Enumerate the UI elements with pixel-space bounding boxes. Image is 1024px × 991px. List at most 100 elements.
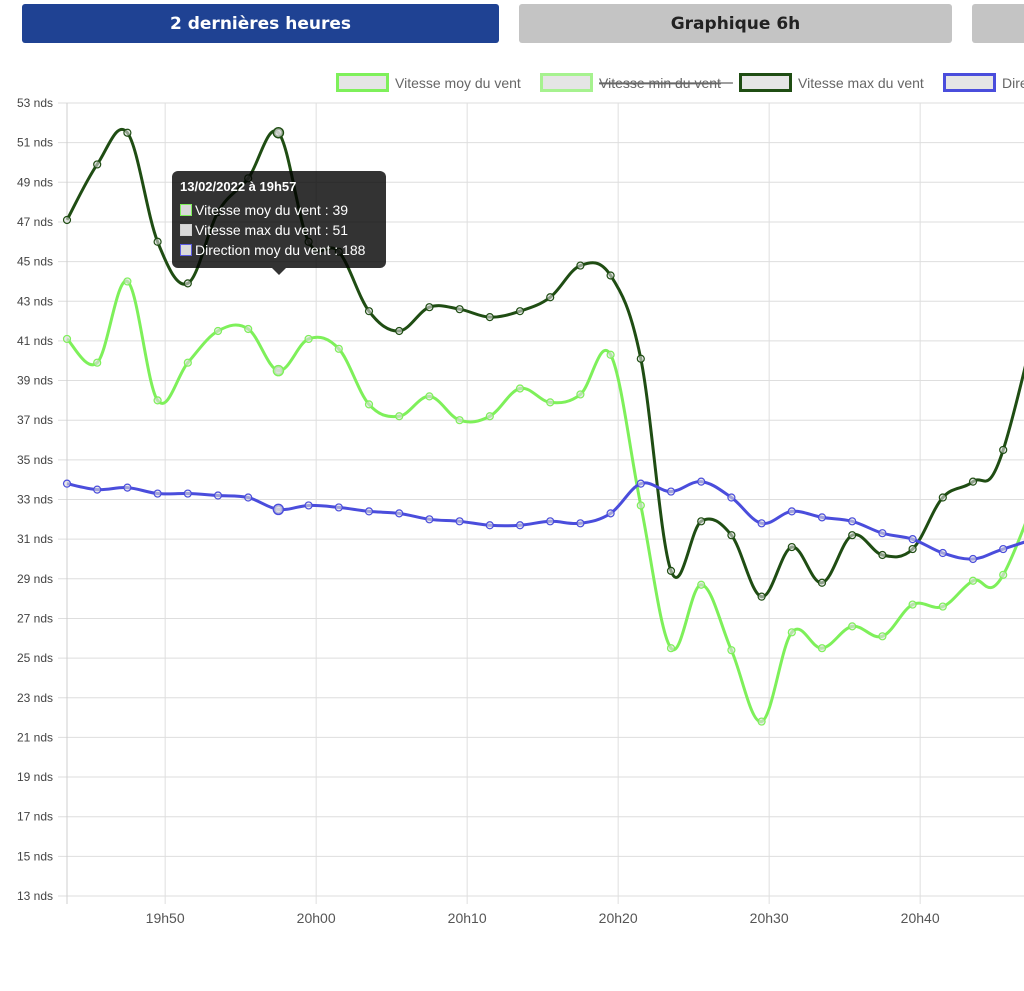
- data-point[interactable]: [515, 384, 525, 393]
- data-point[interactable]: [153, 489, 162, 498]
- data-point-highlight[interactable]: [272, 126, 285, 139]
- data-point[interactable]: [697, 477, 706, 486]
- data-point[interactable]: [757, 519, 766, 528]
- data-point[interactable]: [878, 632, 887, 641]
- data-point[interactable]: [576, 390, 585, 399]
- data-point[interactable]: [576, 261, 585, 270]
- data-point[interactable]: [576, 519, 585, 528]
- legend-item[interactable]: Vitesse max du vent: [739, 73, 924, 92]
- data-point[interactable]: [817, 644, 827, 653]
- data-point[interactable]: [938, 602, 947, 611]
- data-point[interactable]: [908, 544, 917, 554]
- data-point[interactable]: [999, 570, 1008, 579]
- data-point[interactable]: [999, 445, 1008, 455]
- data-point[interactable]: [304, 501, 313, 510]
- data-point[interactable]: [848, 622, 857, 631]
- data-point[interactable]: [425, 303, 434, 312]
- data-point[interactable]: [606, 509, 615, 518]
- data-point[interactable]: [757, 592, 766, 601]
- data-point[interactable]: [425, 515, 434, 524]
- data-point[interactable]: [93, 485, 102, 494]
- data-point[interactable]: [395, 509, 404, 518]
- data-point[interactable]: [546, 398, 555, 407]
- data-point[interactable]: [153, 237, 162, 246]
- data-point-highlight[interactable]: [272, 503, 285, 516]
- data-point[interactable]: [999, 544, 1008, 554]
- legend-item[interactable]: Vitesse moy du vent: [336, 73, 521, 92]
- data-point[interactable]: [62, 479, 72, 488]
- data-point[interactable]: [938, 548, 947, 558]
- data-point[interactable]: [666, 566, 676, 575]
- legend-item[interactable]: Direction moy du vent: [943, 73, 1024, 92]
- data-point[interactable]: [908, 600, 917, 609]
- data-point[interactable]: [636, 354, 645, 363]
- data-point[interactable]: [213, 326, 223, 336]
- data-point[interactable]: [636, 479, 645, 488]
- data-point[interactable]: [817, 578, 827, 587]
- tab-6h-chart[interactable]: Graphique 6h: [519, 4, 952, 43]
- data-point[interactable]: [515, 521, 525, 530]
- data-point[interactable]: [848, 517, 857, 526]
- data-point[interactable]: [62, 334, 72, 344]
- data-point[interactable]: [123, 483, 132, 492]
- data-point[interactable]: [787, 542, 796, 552]
- data-point[interactable]: [727, 493, 736, 502]
- data-point[interactable]: [485, 313, 494, 322]
- data-point[interactable]: [938, 493, 947, 502]
- data-point[interactable]: [697, 580, 706, 589]
- data-point[interactable]: [183, 489, 192, 498]
- data-point[interactable]: [666, 644, 676, 653]
- tab-2-hours[interactable]: 2 dernières heures: [22, 4, 499, 43]
- data-point[interactable]: [757, 717, 766, 726]
- data-point[interactable]: [455, 416, 464, 425]
- data-point[interactable]: [606, 350, 615, 359]
- tooltip-row: Vitesse max du vent : 51: [180, 220, 378, 240]
- data-point[interactable]: [123, 277, 132, 286]
- data-point[interactable]: [878, 550, 887, 560]
- data-point[interactable]: [455, 517, 464, 526]
- data-point[interactable]: [666, 487, 676, 496]
- data-point[interactable]: [153, 396, 162, 405]
- data-point[interactable]: [364, 400, 374, 409]
- data-point[interactable]: [123, 128, 132, 137]
- data-point[interactable]: [364, 507, 374, 516]
- data-point[interactable]: [727, 531, 736, 540]
- data-point[interactable]: [244, 493, 253, 502]
- data-point[interactable]: [425, 392, 434, 401]
- data-point[interactable]: [727, 646, 736, 655]
- data-point[interactable]: [787, 507, 796, 516]
- data-point[interactable]: [244, 324, 253, 334]
- data-point[interactable]: [395, 412, 404, 421]
- data-point[interactable]: [364, 307, 374, 316]
- data-point[interactable]: [968, 477, 978, 486]
- data-point[interactable]: [908, 535, 917, 544]
- data-point[interactable]: [455, 305, 464, 314]
- data-point[interactable]: [334, 503, 343, 512]
- data-point[interactable]: [93, 358, 102, 367]
- data-point[interactable]: [546, 517, 555, 526]
- data-point[interactable]: [787, 628, 796, 637]
- data-point[interactable]: [62, 215, 72, 225]
- data-point[interactable]: [606, 271, 615, 280]
- data-point-highlight[interactable]: [272, 364, 285, 377]
- data-point[interactable]: [848, 531, 857, 540]
- data-point[interactable]: [968, 554, 978, 564]
- data-point[interactable]: [515, 307, 525, 316]
- data-point[interactable]: [878, 529, 887, 538]
- legend-item[interactable]: Vitesse min du vent: [540, 73, 733, 92]
- data-point[interactable]: [183, 358, 192, 367]
- data-point[interactable]: [395, 326, 404, 336]
- tab-third[interactable]: [972, 4, 1024, 43]
- data-point[interactable]: [546, 293, 555, 302]
- data-point[interactable]: [183, 279, 192, 288]
- data-point[interactable]: [334, 344, 343, 353]
- data-point[interactable]: [636, 501, 645, 510]
- data-point[interactable]: [697, 517, 706, 526]
- data-point[interactable]: [817, 513, 827, 522]
- data-point[interactable]: [213, 491, 223, 500]
- data-point[interactable]: [485, 521, 494, 530]
- data-point[interactable]: [304, 334, 313, 344]
- data-point[interactable]: [93, 160, 102, 169]
- data-point[interactable]: [968, 576, 978, 585]
- data-point[interactable]: [485, 412, 494, 421]
